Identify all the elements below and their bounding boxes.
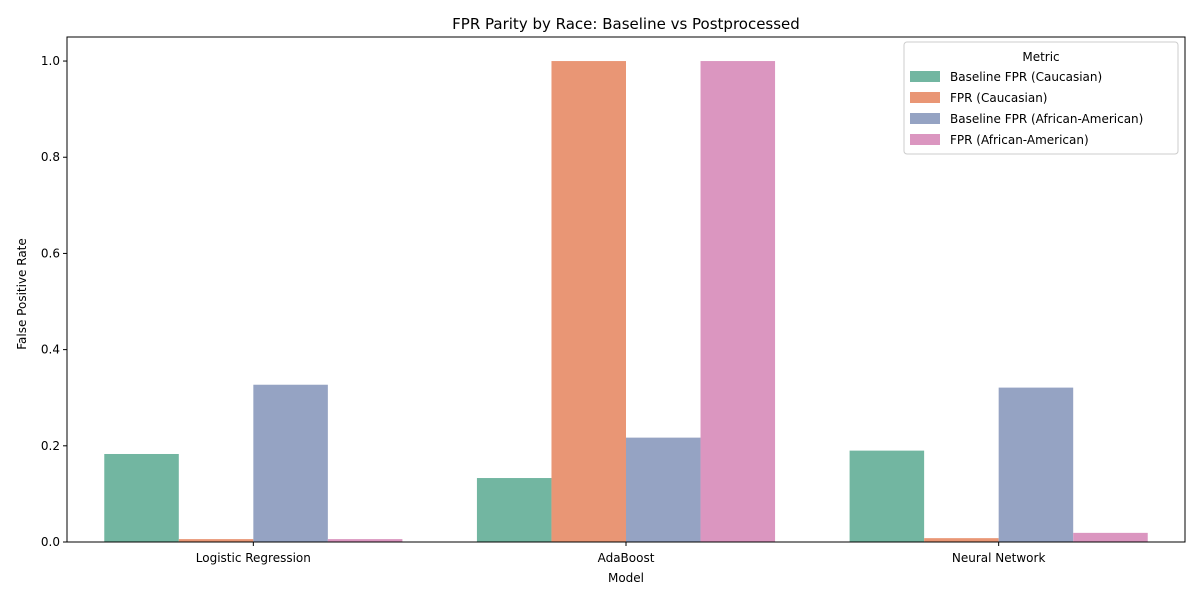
y-tick-label: 0.8: [41, 150, 60, 164]
bar-series-1-category-2: [476, 478, 552, 542]
legend-frame: [903, 41, 1179, 155]
legend-swatch: [910, 71, 940, 82]
bar-series-3-category-3: [998, 387, 1074, 542]
y-tick-label: 0.6: [41, 246, 60, 260]
legend-entry-label: FPR (Caucasian): [950, 91, 1048, 105]
x-axis-label: Model: [608, 571, 644, 585]
bar-series-1-category-3: [849, 450, 925, 542]
bar-series-2-category-1: [178, 539, 254, 542]
y-tick-label: 0.4: [41, 343, 60, 357]
legend-entry-label: Baseline FPR (African-American): [950, 112, 1143, 126]
x-tick-label: Neural Network: [952, 551, 1046, 565]
bar-series-3-category-2: [626, 437, 701, 542]
bar-series-4-category-3: [1073, 532, 1148, 542]
legend-entry-label: FPR (African-American): [950, 133, 1089, 147]
y-tick-label: 1.0: [41, 54, 60, 68]
bar-series-1-category-1: [104, 453, 179, 542]
legend-items: Baseline FPR (Caucasian) FPR (Caucasian) B…: [910, 70, 1143, 147]
legend-swatch: [910, 92, 940, 103]
bar-series-3-category-1: [253, 384, 328, 542]
bars-layer: [104, 61, 1148, 543]
bar-series-2-category-2: [551, 61, 626, 543]
legend: Metric Baseline FPR (Caucasian) FPR (Cauc…: [903, 41, 1179, 155]
bar-series-4-category-2: [700, 61, 776, 543]
legend-swatch: [910, 134, 940, 145]
bar-series-2-category-3: [924, 538, 999, 542]
legend-swatch: [910, 113, 940, 124]
y-axis-label: False Positive Rate: [15, 238, 29, 350]
x-tick-label: Logistic Regression: [196, 551, 311, 565]
legend-entry-label: Baseline FPR (Caucasian): [950, 70, 1102, 84]
axes-layer: 0.0 0.2 0.4 0.6 0.8 1.0 Logistic Regression Ada…: [41, 36, 1186, 565]
y-tick-label: 0.0: [41, 535, 60, 549]
legend-title: Metric: [1022, 50, 1059, 64]
y-tick-label: 0.2: [41, 439, 60, 453]
bar-series-4-category-1: [327, 539, 403, 542]
chart-title: FPR Parity by Race: Baseline vs Postproc…: [452, 15, 800, 33]
x-tick-label: AdaBoost: [598, 551, 655, 565]
